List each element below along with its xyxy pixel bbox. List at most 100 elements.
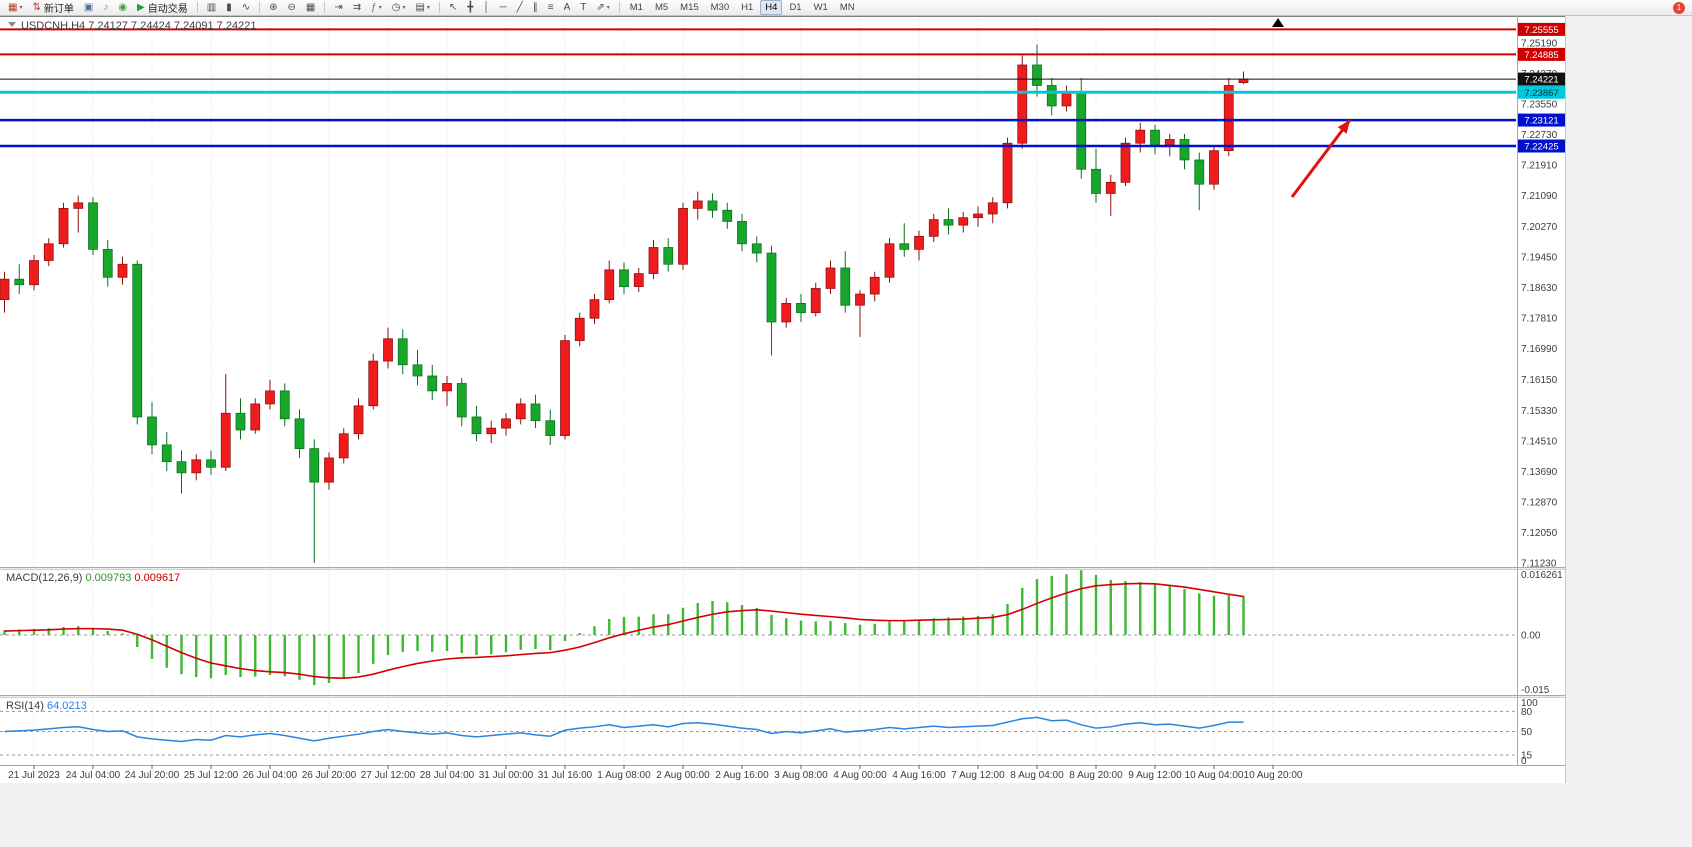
toolbar-separator (196, 2, 198, 13)
svg-text:2 Aug 16:00: 2 Aug 16:00 (715, 770, 769, 781)
svg-text:26 Jul 20:00: 26 Jul 20:00 (302, 770, 357, 781)
auto-scroll-button[interactable]: ⇥ (330, 0, 346, 15)
svg-text:7.24885: 7.24885 (1524, 50, 1558, 61)
periods-button[interactable]: ◷ ▾ (388, 0, 410, 15)
svg-text:21 Jul 2023: 21 Jul 2023 (8, 770, 60, 781)
timeframe-w1[interactable]: W1 (809, 0, 833, 15)
timeframe-d1-label: D1 (789, 2, 802, 13)
timeframe-mn[interactable]: MN (835, 0, 860, 15)
zoom-in-button[interactable]: ⊕ (265, 0, 281, 15)
toolbar-separator (618, 2, 620, 13)
time-axis[interactable]: 21 Jul 2023 24 Jul 04:00 24 Jul 20:00 25 Ju… (8, 765, 1303, 781)
chart-title: USDCNH,H4 7.24127 7.24424 7.24091 7.2422… (21, 20, 256, 32)
notification-badge[interactable]: 1 (1673, 2, 1685, 14)
caret-down-icon: ▾ (19, 5, 23, 11)
macd-axis-min: -0.015 (1521, 685, 1550, 696)
price-axis[interactable]: 7.251907.243707.235507.227307.219107.210… (1521, 39, 1558, 570)
svg-text:7.19450: 7.19450 (1521, 252, 1558, 263)
caret-down-icon: ▾ (402, 5, 406, 11)
svg-text:7.25555: 7.25555 (1524, 25, 1558, 36)
timeframe-m15[interactable]: M15 (675, 0, 703, 15)
bar-chart-icon: ▥ (206, 1, 217, 13)
svg-text:4 Aug 00:00: 4 Aug 00:00 (833, 770, 887, 781)
svg-text:7.17810: 7.17810 (1521, 313, 1558, 324)
price-tag-level-cyan: 7.23867 (1518, 85, 1565, 99)
label-button[interactable]: T (576, 0, 590, 15)
zoom-out-icon: ⊖ (287, 1, 296, 13)
svg-text:7.23121: 7.23121 (1524, 116, 1558, 127)
bar-chart-button[interactable]: ▥ (203, 0, 220, 15)
macd-axis-zero: 0.00 (1521, 631, 1541, 642)
panel-splitter[interactable] (0, 695, 1566, 698)
svg-text:27 Jul 12:00: 27 Jul 12:00 (361, 770, 416, 781)
timeframe-mn-label: MN (839, 2, 855, 13)
chart-area[interactable]: USDCNH,H4 7.24127 7.24424 7.24091 7.2422… (0, 16, 1692, 847)
timeframe-m1[interactable]: M1 (625, 0, 648, 15)
crosshair-button[interactable]: ╋ (463, 0, 477, 15)
svg-text:7.12050: 7.12050 (1521, 528, 1558, 539)
autotrading-button[interactable]: ▶ 自动交易 (133, 0, 192, 15)
triangle-marker[interactable] (1272, 18, 1284, 27)
arrows-button[interactable]: ⇗ ▾ (592, 0, 613, 15)
svg-text:2 Aug 00:00: 2 Aug 00:00 (656, 770, 710, 781)
rsi-title: RSI(14) 64.0213 (6, 700, 87, 712)
community-icon: ◉ (118, 1, 128, 13)
text-icon: A (563, 1, 571, 13)
timeframe-m30[interactable]: M30 (706, 0, 734, 15)
svg-text:9 Aug 12:00: 9 Aug 12:00 (1128, 770, 1182, 781)
vertical-line-icon: │ (483, 1, 490, 13)
trend-arrow[interactable] (1290, 119, 1352, 198)
chart-background[interactable] (0, 16, 1566, 783)
svg-text:7.22425: 7.22425 (1524, 141, 1558, 152)
candlestick-chart-button[interactable]: ▮ (222, 0, 236, 15)
svg-text:7.22730: 7.22730 (1521, 130, 1558, 141)
new-order-button[interactable]: ⇅ 新订单 (28, 0, 77, 15)
label-icon: T (580, 1, 587, 13)
new-chart-button[interactable]: ▦ ▾ (4, 0, 26, 15)
svg-text:10 Aug 20:00: 10 Aug 20:00 (1244, 770, 1303, 781)
svg-text:7.21910: 7.21910 (1521, 161, 1558, 172)
panel-splitter[interactable] (0, 567, 1566, 570)
timeframe-m30-label: M30 (710, 2, 730, 13)
zoom-out-button[interactable]: ⊖ (284, 0, 300, 15)
chart-header: USDCNH,H4 7.24127 7.24424 7.24091 7.2422… (8, 20, 256, 32)
svg-text:7.25190: 7.25190 (1521, 39, 1558, 50)
community-button[interactable]: ◉ (114, 0, 131, 15)
cursor-button[interactable]: ↖ (445, 0, 461, 15)
timeframe-m5[interactable]: M5 (650, 0, 673, 15)
trendline-button[interactable]: ╱ (513, 0, 527, 15)
toolbar-separator (324, 2, 326, 13)
alerts-button[interactable]: ♪ (99, 0, 112, 15)
svg-text:7.15330: 7.15330 (1521, 406, 1558, 417)
svg-text:8 Aug 04:00: 8 Aug 04:00 (1010, 770, 1064, 781)
indicators-button[interactable]: ƒ ▾ (367, 0, 386, 15)
horizontal-line-button[interactable]: ─ (496, 0, 511, 15)
svg-text:31 Jul 16:00: 31 Jul 16:00 (538, 770, 593, 781)
svg-text:7.12870: 7.12870 (1521, 497, 1558, 508)
one-click-trading-toggle[interactable] (8, 22, 16, 27)
templates-button[interactable]: ▤ ▾ (411, 0, 433, 15)
svg-text:3 Aug 08:00: 3 Aug 08:00 (774, 770, 828, 781)
timeframe-h1[interactable]: H1 (736, 0, 758, 15)
svg-text:24 Jul 20:00: 24 Jul 20:00 (125, 770, 180, 781)
channel-button[interactable]: ∥ (529, 0, 542, 15)
timeframe-w1-label: W1 (813, 2, 828, 13)
rsi-axis-label: 100 (1521, 698, 1538, 709)
fibonacci-button[interactable]: ≡ (544, 0, 558, 15)
svg-text:10 Aug 04:00: 10 Aug 04:00 (1185, 770, 1244, 781)
line-chart-button[interactable]: ∿ (238, 0, 254, 15)
price-tag-support-2: 7.22425 (1518, 139, 1565, 153)
chart-shift-button[interactable]: ⇉ (349, 0, 365, 15)
arrows-icon: ⇗ (596, 1, 605, 13)
timeframe-h4[interactable]: H4 (760, 0, 783, 15)
tile-windows-icon: ▦ (305, 1, 316, 13)
svg-text:7.18630: 7.18630 (1521, 283, 1558, 294)
timeframe-d1[interactable]: D1 (784, 0, 806, 15)
chart-profiles-button[interactable]: ▣ (80, 0, 97, 15)
tile-windows-button[interactable]: ▦ (302, 0, 319, 15)
vertical-line-button[interactable]: │ (479, 0, 493, 15)
channel-icon: ∥ (532, 1, 538, 13)
fibonacci-icon: ≡ (547, 1, 554, 13)
text-button[interactable]: A (560, 0, 575, 15)
